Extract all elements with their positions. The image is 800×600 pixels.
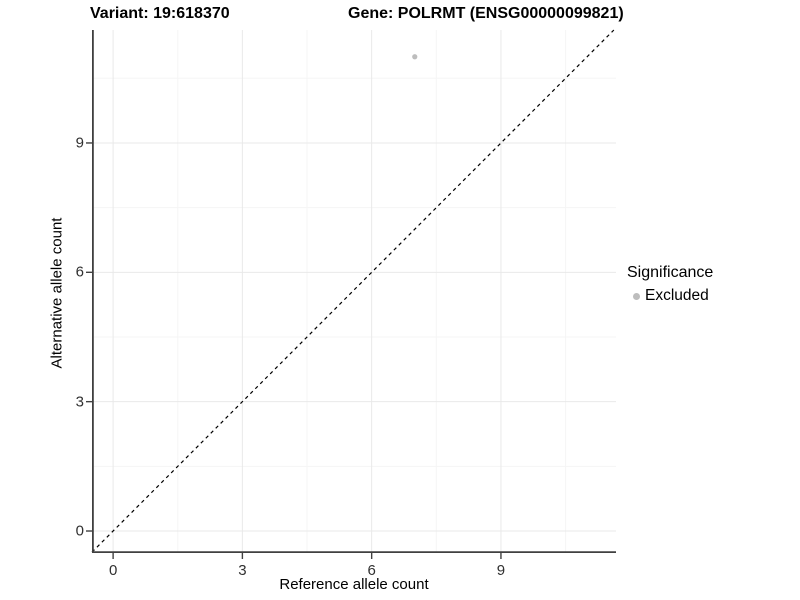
legend-item-excluded: Excluded: [627, 287, 713, 305]
data-point: [412, 54, 418, 60]
x-tick-label: 3: [238, 562, 247, 579]
y-tick-label: 3: [75, 393, 84, 411]
x-axis-label: Reference allele count: [279, 576, 429, 593]
y-tick-label: 9: [75, 134, 84, 152]
plot-title-gene: Gene: POLRMT (ENSG00000099821): [348, 5, 624, 22]
legend-title: Significance: [627, 264, 714, 281]
identity-reference-line: [91, 29, 615, 553]
y-tick-label: 0: [75, 522, 84, 540]
plot-title-variant: Variant: 19:618370: [90, 5, 230, 22]
x-tick-label: 0: [108, 562, 118, 579]
plot-title: Variant: 19:618370 Gene: POLRMT (ENSG000…: [0, 5, 800, 27]
x-tick-label: 9: [496, 562, 506, 579]
x-tick-label: 6: [367, 562, 376, 579]
plot-panel: [86, 29, 616, 559]
legend: Significance Excluded: [627, 264, 713, 305]
y-tick-label: 6: [75, 263, 84, 281]
legend-point-swatch: [633, 292, 640, 300]
y-axis-label: Alternative allele count: [48, 217, 66, 369]
legend-item-label: Excluded: [645, 287, 709, 304]
